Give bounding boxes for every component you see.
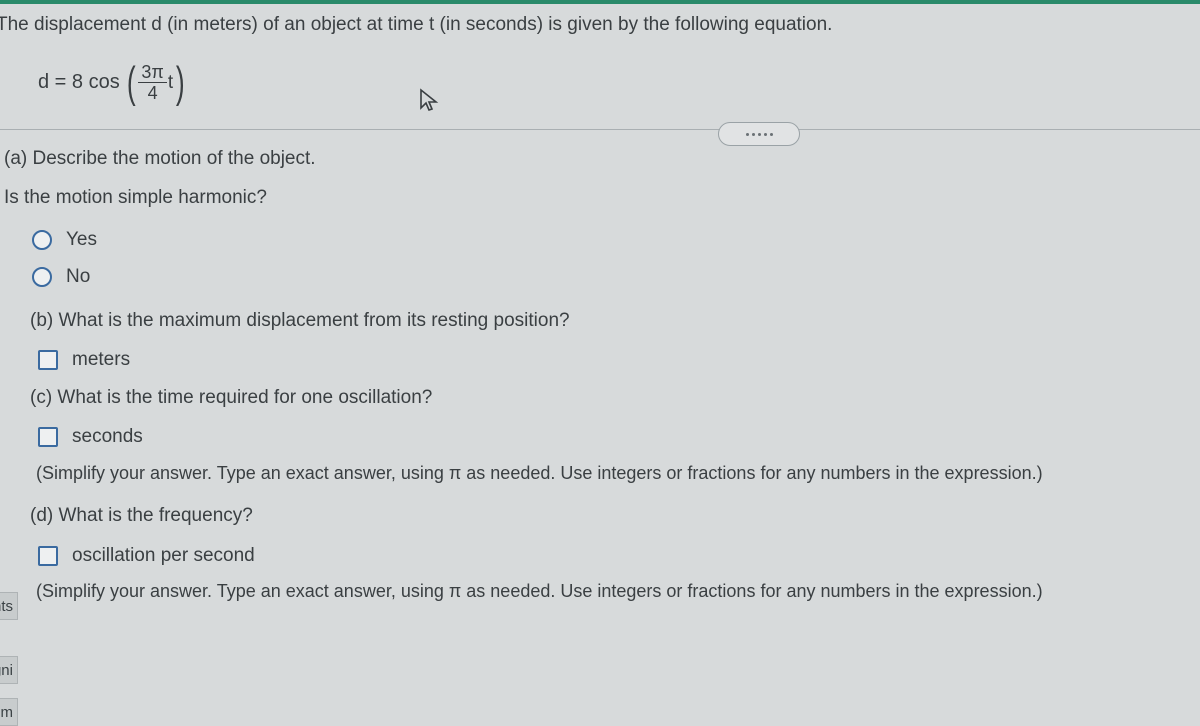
part-b-input[interactable] [38, 350, 58, 370]
part-c-input[interactable] [38, 427, 58, 447]
part-a-question: Is the motion simple harmonic? [4, 183, 1200, 212]
equation-lhs: d = 8 cos [38, 71, 120, 94]
part-c-label: (c) What is the time required for one os… [4, 383, 1200, 412]
more-button[interactable] [718, 122, 800, 146]
parts-section: (a) Describe the motion of the object. I… [0, 130, 1200, 606]
part-b-answer-row: meters [38, 345, 1200, 374]
left-paren: ( [127, 63, 136, 103]
part-c-hint: (Simplify your answer. Type an exact ans… [36, 460, 1200, 488]
intro-text: The displacement d (in meters) of an obj… [0, 10, 1200, 48]
part-a-label: (a) Describe the motion of the object. [4, 144, 1200, 173]
right-paren: ) [176, 63, 185, 103]
side-tab-1[interactable]: nts [0, 592, 18, 620]
equation-t: t [168, 72, 173, 94]
top-accent-border [0, 0, 1200, 4]
part-b-label: (b) What is the maximum displacement fro… [4, 306, 1200, 335]
part-d-input[interactable] [38, 546, 58, 566]
part-d-answer-row: oscillation per second [38, 541, 1200, 570]
cursor-icon [418, 88, 440, 114]
radio-no-row[interactable]: No [32, 262, 1200, 291]
part-d-hint: (Simplify your answer. Type an exact ans… [36, 578, 1200, 606]
equation-display: d = 8 cos ( 3π 4 t ) [0, 48, 1200, 121]
radio-no[interactable] [32, 267, 52, 287]
part-c-answer-row: seconds [38, 422, 1200, 451]
fraction-denominator: 4 [145, 83, 161, 103]
radio-yes-row[interactable]: Yes [32, 225, 1200, 254]
part-b-unit: meters [72, 345, 130, 374]
equation-paren-group: ( 3π 4 t ) [124, 62, 188, 103]
radio-yes-label: Yes [66, 225, 97, 254]
question-content: The displacement d (in meters) of an obj… [0, 0, 1200, 606]
part-d-unit: oscillation per second [72, 541, 255, 570]
side-tab-3[interactable]: gnm [0, 698, 18, 726]
part-d-label: (d) What is the frequency? [4, 501, 1200, 530]
side-tab-2[interactable]: gni [0, 656, 18, 684]
fraction-numerator: 3π [138, 62, 166, 83]
radio-yes[interactable] [32, 230, 52, 250]
equation-fraction: 3π 4 [138, 62, 166, 103]
radio-no-label: No [66, 262, 90, 291]
part-c-unit: seconds [72, 422, 143, 451]
